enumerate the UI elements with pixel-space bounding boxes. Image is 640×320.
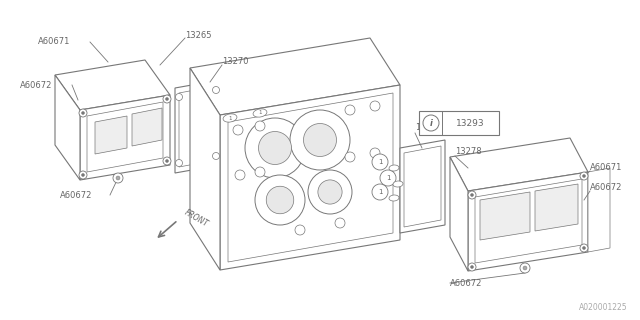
- Circle shape: [266, 186, 294, 214]
- Text: FRONT: FRONT: [183, 208, 210, 228]
- Circle shape: [345, 105, 355, 115]
- Circle shape: [370, 148, 380, 158]
- Circle shape: [233, 125, 243, 135]
- FancyBboxPatch shape: [419, 111, 499, 135]
- Text: A60672: A60672: [590, 183, 622, 193]
- Text: A60672: A60672: [60, 190, 92, 199]
- Circle shape: [582, 174, 586, 178]
- Circle shape: [163, 95, 171, 103]
- Circle shape: [308, 170, 352, 214]
- Circle shape: [245, 118, 305, 178]
- Circle shape: [295, 225, 305, 235]
- Text: 1: 1: [378, 189, 382, 195]
- Circle shape: [582, 246, 586, 250]
- Ellipse shape: [389, 195, 399, 201]
- Circle shape: [255, 167, 265, 177]
- Text: 13278: 13278: [455, 148, 482, 156]
- Polygon shape: [95, 116, 127, 154]
- Polygon shape: [190, 38, 400, 115]
- Circle shape: [175, 159, 182, 166]
- Ellipse shape: [393, 181, 403, 187]
- Circle shape: [113, 173, 123, 183]
- Circle shape: [235, 170, 245, 180]
- Circle shape: [470, 266, 474, 268]
- Circle shape: [212, 153, 220, 159]
- Text: A60671: A60671: [38, 37, 70, 46]
- Polygon shape: [175, 80, 220, 173]
- Circle shape: [423, 115, 439, 131]
- Circle shape: [335, 218, 345, 228]
- Polygon shape: [132, 108, 162, 146]
- Circle shape: [380, 170, 396, 186]
- Circle shape: [81, 173, 84, 177]
- Polygon shape: [480, 192, 530, 240]
- Circle shape: [372, 184, 388, 200]
- Circle shape: [468, 191, 476, 199]
- Polygon shape: [535, 184, 578, 231]
- Circle shape: [318, 180, 342, 204]
- Circle shape: [163, 157, 171, 165]
- Circle shape: [79, 171, 87, 179]
- Polygon shape: [80, 95, 170, 180]
- Text: 1: 1: [386, 175, 390, 181]
- Circle shape: [345, 152, 355, 162]
- Circle shape: [116, 176, 120, 180]
- Polygon shape: [450, 138, 588, 191]
- Circle shape: [255, 175, 305, 225]
- Text: A020001225: A020001225: [579, 303, 628, 312]
- Circle shape: [175, 93, 182, 100]
- Circle shape: [166, 98, 168, 100]
- Circle shape: [255, 121, 265, 131]
- Text: 1: 1: [378, 159, 382, 165]
- Polygon shape: [588, 168, 610, 252]
- Polygon shape: [55, 75, 80, 180]
- Ellipse shape: [389, 165, 399, 171]
- Text: 13272: 13272: [415, 124, 442, 132]
- Polygon shape: [468, 172, 588, 271]
- Circle shape: [259, 132, 291, 164]
- Circle shape: [303, 124, 337, 156]
- Circle shape: [81, 111, 84, 115]
- Text: A60671: A60671: [590, 164, 622, 172]
- Text: i: i: [429, 118, 433, 127]
- Text: 13270: 13270: [222, 58, 248, 67]
- Polygon shape: [220, 85, 400, 270]
- Ellipse shape: [223, 114, 237, 122]
- Circle shape: [166, 159, 168, 163]
- Circle shape: [372, 154, 388, 170]
- Text: 13293: 13293: [456, 118, 484, 127]
- Text: A60672: A60672: [20, 81, 52, 90]
- Polygon shape: [55, 60, 170, 110]
- Circle shape: [212, 86, 220, 93]
- Circle shape: [580, 172, 588, 180]
- Circle shape: [470, 194, 474, 196]
- Text: A60672: A60672: [450, 278, 483, 287]
- Circle shape: [290, 110, 350, 170]
- Ellipse shape: [253, 109, 267, 117]
- Polygon shape: [190, 68, 220, 270]
- Circle shape: [523, 266, 527, 270]
- Text: 1: 1: [259, 110, 262, 116]
- Polygon shape: [400, 140, 445, 233]
- Text: 13265: 13265: [185, 30, 211, 39]
- Circle shape: [468, 263, 476, 271]
- Circle shape: [520, 263, 530, 273]
- Circle shape: [580, 244, 588, 252]
- Circle shape: [79, 109, 87, 117]
- Circle shape: [370, 101, 380, 111]
- Polygon shape: [450, 157, 468, 271]
- Text: 1: 1: [228, 116, 232, 121]
